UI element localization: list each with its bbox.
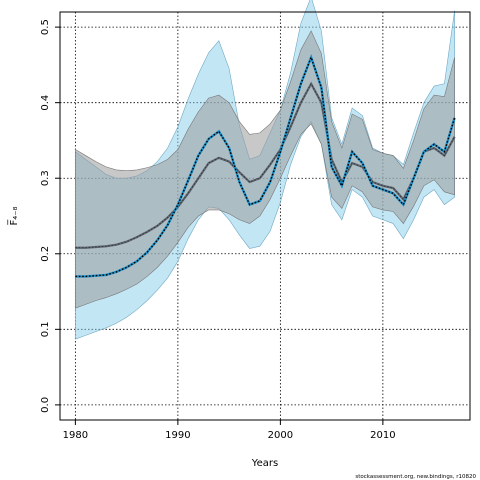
y-tick-label: 0.1 [40,321,51,337]
y-tick-label: 0.0 [40,397,51,413]
series-lines [75,53,456,278]
y-tick-label: 0.4 [40,95,51,111]
x-tick-label: 2000 [268,430,293,441]
grey-confidence-band [75,30,455,309]
blue-estimate-line [75,53,456,278]
credit-text: stockassessment.org, new.bindings, r1082… [355,474,476,480]
y-axis-title: F̅₄₋₈ [7,206,20,225]
y-tick-label: 0.2 [40,246,51,262]
y-tick-label: 0.5 [40,19,51,35]
y-tick-label: 0.3 [40,170,51,186]
x-axis-title: Years [251,458,278,469]
grey-estimate-line-overlay [75,82,456,249]
x-tick-label: 2010 [370,430,395,441]
plot-frame [59,11,471,421]
y-axis: 0.0 0.1 0.2 0.3 0.4 0.5 [40,19,60,413]
confidence-bands [75,0,455,340]
x-axis: 1980 1990 2000 2010 [63,420,396,441]
x-tick-label: 1990 [165,430,190,441]
x-tick-label: 1980 [63,430,88,441]
